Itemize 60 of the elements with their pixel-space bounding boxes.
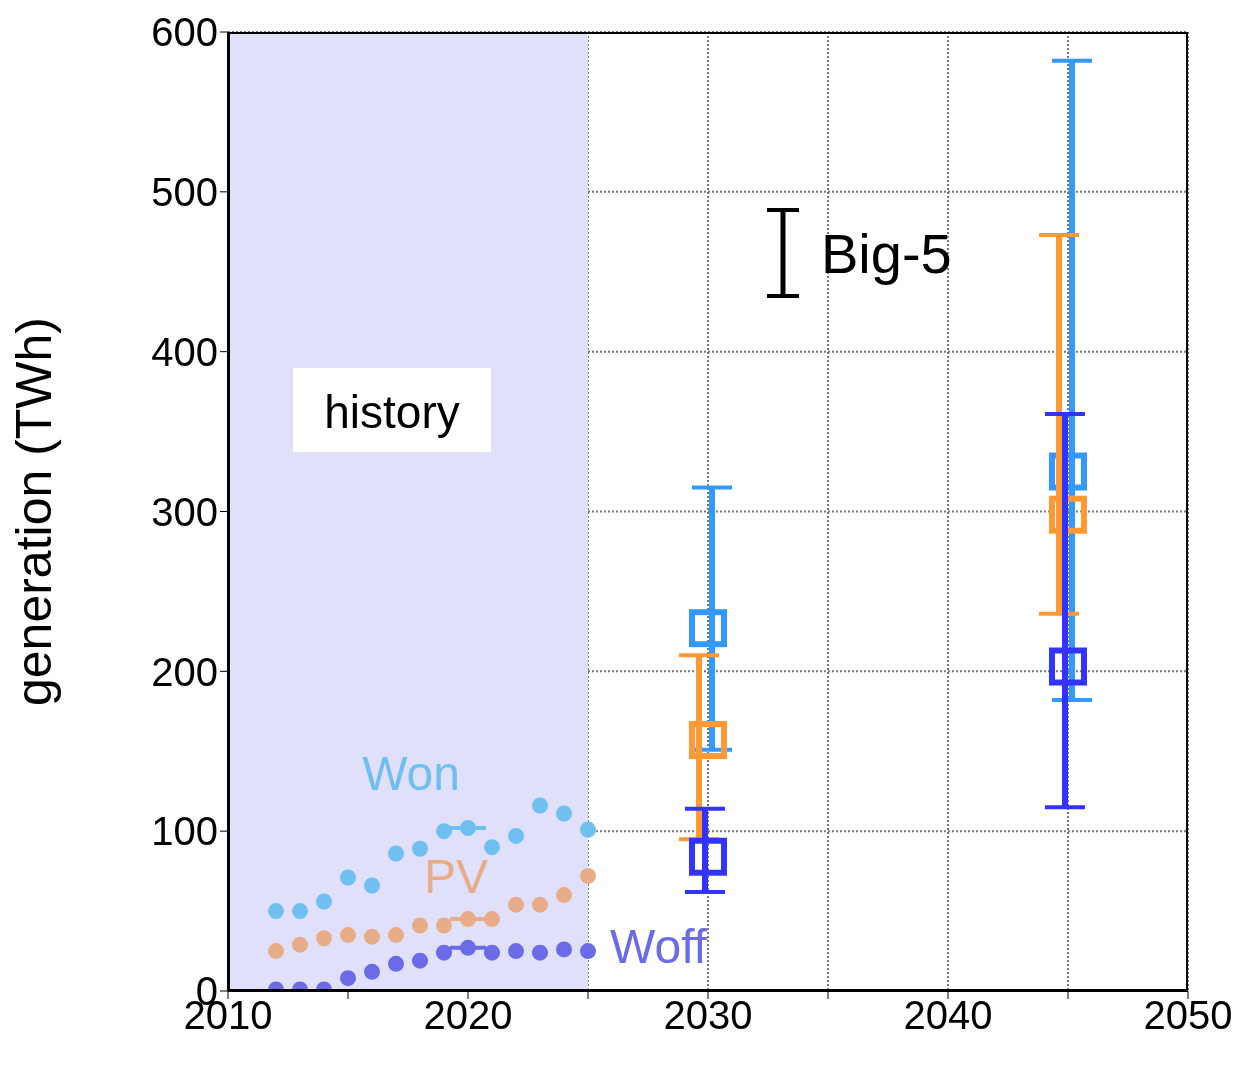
point <box>532 896 548 913</box>
y-axis-title: generation (TWh) <box>5 316 62 707</box>
y-tick-label: 300 <box>151 489 218 534</box>
point <box>580 867 596 884</box>
point <box>460 819 476 836</box>
point <box>508 896 524 913</box>
point <box>689 837 727 876</box>
point <box>316 893 332 910</box>
point <box>460 911 476 928</box>
point <box>580 943 596 960</box>
point <box>364 877 380 894</box>
point <box>1049 647 1087 686</box>
point <box>340 927 356 944</box>
point <box>412 840 428 857</box>
point <box>292 903 308 920</box>
point <box>689 609 727 648</box>
point <box>340 970 356 987</box>
annotation: Big-5 <box>821 220 952 286</box>
y-tick-label: 400 <box>151 329 218 374</box>
point <box>556 941 572 958</box>
point <box>484 839 500 856</box>
point <box>532 944 548 961</box>
x-tick-label: 2030 <box>663 993 753 1038</box>
y-tick-label: 100 <box>151 809 218 854</box>
point <box>364 963 380 980</box>
point <box>388 955 404 972</box>
point <box>436 944 452 961</box>
point <box>556 887 572 904</box>
series-label: PV <box>423 850 489 904</box>
point <box>484 944 500 961</box>
point <box>1049 495 1087 534</box>
point <box>268 943 284 960</box>
point <box>388 927 404 944</box>
x-tick-label: 2020 <box>423 993 513 1038</box>
point <box>364 928 380 945</box>
y-tick-label: 200 <box>151 649 218 694</box>
point <box>268 903 284 920</box>
point <box>484 911 500 928</box>
point <box>388 845 404 862</box>
point <box>460 939 476 956</box>
point <box>580 821 596 838</box>
point <box>436 917 452 934</box>
point <box>689 721 727 760</box>
point <box>292 936 308 953</box>
series-label: Won <box>362 746 460 800</box>
point <box>508 943 524 960</box>
x-tick-label: 2050 <box>1143 993 1233 1038</box>
point <box>436 823 452 840</box>
x-tick-label: 2040 <box>903 993 993 1038</box>
point <box>412 917 428 934</box>
point <box>316 930 332 947</box>
y-tick-label: 600 <box>151 10 218 55</box>
band-label: history <box>324 386 460 438</box>
point <box>508 827 524 844</box>
y-tick-label: 500 <box>151 170 218 215</box>
point <box>412 952 428 969</box>
series-label: Woff <box>610 920 708 974</box>
point <box>532 797 548 814</box>
point <box>340 869 356 886</box>
point <box>556 805 572 822</box>
